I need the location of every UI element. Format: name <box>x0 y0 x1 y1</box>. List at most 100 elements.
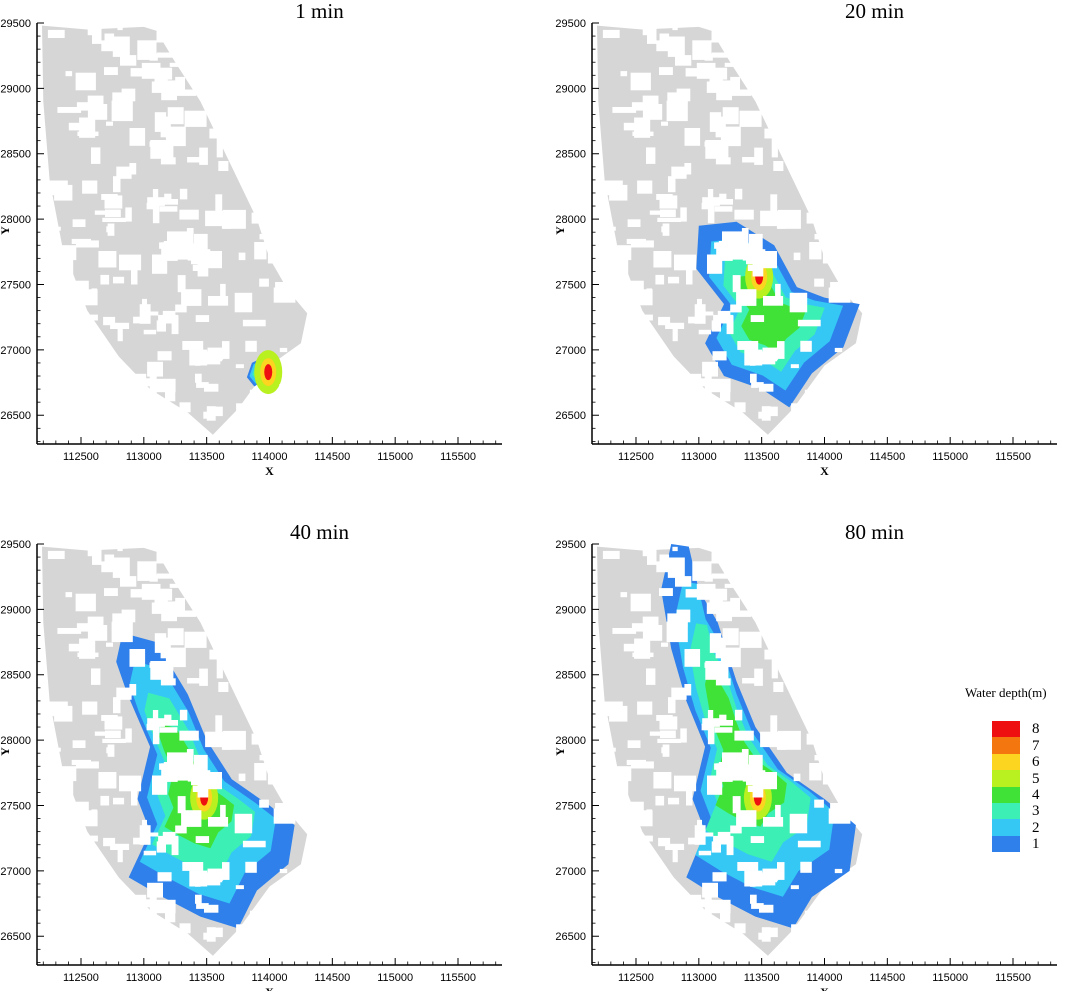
building-block <box>279 868 288 874</box>
y-tick-label: 28500 <box>555 149 586 161</box>
building-block <box>82 343 93 357</box>
y-tick-label: 28000 <box>0 735 31 747</box>
building-block <box>129 649 146 667</box>
building-block <box>702 882 718 898</box>
building-block <box>797 840 821 848</box>
building-block <box>831 209 837 220</box>
building-block <box>814 234 827 240</box>
x-tick-label: 115500 <box>440 972 476 984</box>
building-block <box>165 910 176 923</box>
building-block <box>716 552 739 559</box>
building-block <box>152 899 176 914</box>
building-block <box>151 602 166 614</box>
x-axis-label: X <box>820 985 829 991</box>
building-block <box>208 296 229 306</box>
building-block <box>149 896 157 917</box>
building-block <box>149 574 158 582</box>
building-block <box>755 38 763 54</box>
building-block <box>655 795 665 806</box>
panel-title: 20 min <box>845 0 904 23</box>
building-block <box>834 347 843 353</box>
building-block <box>697 832 714 837</box>
building-block <box>250 577 271 595</box>
building-block <box>660 209 676 218</box>
building-block <box>220 804 226 818</box>
legend-row: 3 <box>965 802 1075 820</box>
building-block <box>167 107 184 125</box>
legend-row: 8 <box>965 721 1075 738</box>
building-block <box>154 598 168 604</box>
building-block <box>120 55 137 66</box>
building-block <box>84 703 92 709</box>
building-block <box>208 40 218 58</box>
building-block <box>684 128 701 146</box>
building-block <box>181 810 202 827</box>
building-block <box>156 720 178 726</box>
building-block <box>734 402 746 413</box>
y-tick-label: 28000 <box>0 214 31 226</box>
building-block <box>113 176 121 193</box>
building-block <box>220 283 226 297</box>
building-block <box>68 643 88 652</box>
x-tick-label: 115500 <box>995 451 1031 463</box>
building-block <box>206 927 216 942</box>
building-block <box>741 228 749 249</box>
building-block <box>278 585 288 593</box>
building-block <box>657 217 681 222</box>
building-block <box>195 358 201 366</box>
building-block <box>199 668 208 686</box>
building-block <box>606 816 624 822</box>
y-tick-label: 29500 <box>0 18 31 30</box>
building-block <box>722 107 739 125</box>
building-block <box>661 642 668 647</box>
building-block <box>181 289 202 306</box>
building-block <box>720 389 731 402</box>
building-block <box>215 406 223 417</box>
building-block <box>72 740 86 748</box>
x-tick-label: 115000 <box>377 972 413 984</box>
building-block <box>800 171 806 187</box>
building-block <box>204 593 214 600</box>
building-block <box>626 759 646 765</box>
building-block <box>128 894 147 902</box>
building-block <box>250 56 271 74</box>
building-block <box>112 613 133 627</box>
building-block <box>203 411 209 419</box>
building-block <box>79 314 98 321</box>
building-block <box>182 341 204 350</box>
panel-title: 40 min <box>290 520 349 544</box>
building-block <box>267 773 289 785</box>
building-block <box>280 405 288 420</box>
building-block <box>186 749 194 770</box>
building-block <box>605 837 613 847</box>
building-block <box>667 559 681 566</box>
y-axis-label: Y <box>0 226 12 235</box>
building-block <box>259 799 269 808</box>
building-block <box>718 762 733 782</box>
building-block <box>646 668 656 685</box>
building-block <box>625 332 646 339</box>
building-block <box>739 631 762 648</box>
building-block <box>179 402 191 413</box>
y-tick-label: 27000 <box>555 345 586 357</box>
y-tick-label: 29000 <box>555 83 586 95</box>
building-block <box>94 731 106 736</box>
building-block <box>634 314 653 321</box>
building-block <box>730 597 740 612</box>
building-block <box>759 583 770 602</box>
building-block <box>707 378 731 393</box>
building-block <box>106 747 113 754</box>
y-tick-label: 26500 <box>0 410 31 422</box>
building-block <box>117 846 123 863</box>
building-block <box>125 728 132 743</box>
building-block <box>658 837 671 847</box>
building-block <box>706 81 721 93</box>
building-block <box>48 701 68 717</box>
building-block <box>283 240 307 255</box>
building-block <box>707 254 723 274</box>
building-block <box>719 193 727 202</box>
building-block <box>612 628 637 634</box>
building-block <box>692 378 708 387</box>
building-block <box>759 593 769 600</box>
building-block <box>258 395 277 404</box>
